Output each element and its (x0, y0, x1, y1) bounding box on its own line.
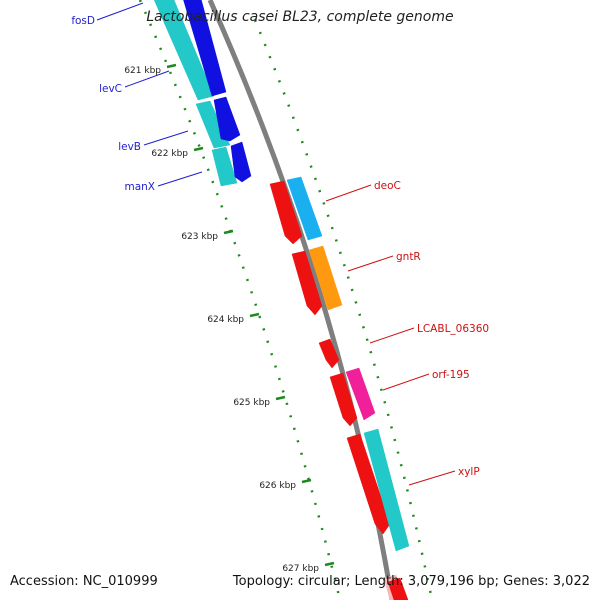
map-title: Lactobacillus casei BL23, complete genom… (146, 9, 454, 25)
gene-leader-line (347, 255, 394, 272)
gene-leader-line (408, 470, 456, 486)
gene-block-gntR-inner (291, 250, 323, 316)
kbp-tick-mark (223, 229, 234, 235)
gene-label-levB: levB (118, 141, 141, 153)
gene-block-orf-195-outer (345, 367, 376, 421)
outer-tick-track (253, 19, 434, 600)
gene-leader-line (382, 373, 430, 391)
kbp-label: 627 kbp (282, 564, 319, 574)
gene-block-gntR-outer (308, 245, 343, 311)
genome-backbone (207, 0, 395, 600)
kbp-label: 622 kbp (151, 149, 188, 159)
gene-block-levB-outer (230, 141, 252, 183)
gene-label-xylP: xylP (458, 466, 480, 478)
kbp-label: 626 kbp (259, 481, 296, 491)
gene-leader-line (369, 327, 415, 344)
kbp-label: 621 kbp (124, 66, 161, 76)
gene-label-gntR: gntR (396, 251, 421, 263)
kbp-tick-mark (324, 561, 335, 567)
kbp-tick-mark (249, 312, 260, 318)
gene-label-LCABL_06360: LCABL_06360 (417, 323, 489, 335)
gene-leader-line (96, 2, 144, 21)
gene-block-fosD-outer (183, 0, 227, 97)
kbp-tick-mark (275, 395, 286, 401)
gene-label-fosD: fosD (71, 15, 95, 27)
accession-text: Accession: NC_010999 (10, 574, 158, 589)
gene-label-manX: manX (124, 181, 155, 193)
gene-block-xylP-outer (363, 428, 410, 552)
gene-label-orf-195: orf-195 (432, 369, 470, 381)
gene-block-LCABL_06360 (318, 338, 340, 369)
gene-leader-line (143, 130, 189, 146)
gene-leader-line (124, 70, 170, 88)
gene-label-deoC: deoC (374, 180, 401, 192)
kbp-label: 623 kbp (181, 232, 218, 242)
kbp-tick-mark (193, 146, 204, 152)
gene-leader-line (157, 171, 203, 187)
kbp-label: 625 kbp (233, 398, 270, 408)
genome-summary-text: Topology: circular; Length: 3,079,196 bp… (232, 574, 590, 589)
gene-block-next-outer (387, 577, 409, 600)
kbp-label: 624 kbp (207, 315, 244, 325)
gene-block-levC-outer (213, 96, 241, 142)
gene-block-deoC-outer (286, 176, 323, 241)
gene-block-xylP-inner (346, 433, 391, 535)
gene-block-orf-195-inner (329, 372, 358, 427)
gene-leader-line (325, 184, 372, 202)
gene-label-levC: levC (99, 83, 122, 95)
gene-block-manX-inner (211, 146, 238, 187)
gene-block-fosD-inner (153, 0, 215, 101)
kbp-tick-mark (301, 478, 312, 484)
kbp-tick-mark (166, 63, 177, 69)
gene-block-deoC-inner (269, 180, 303, 245)
